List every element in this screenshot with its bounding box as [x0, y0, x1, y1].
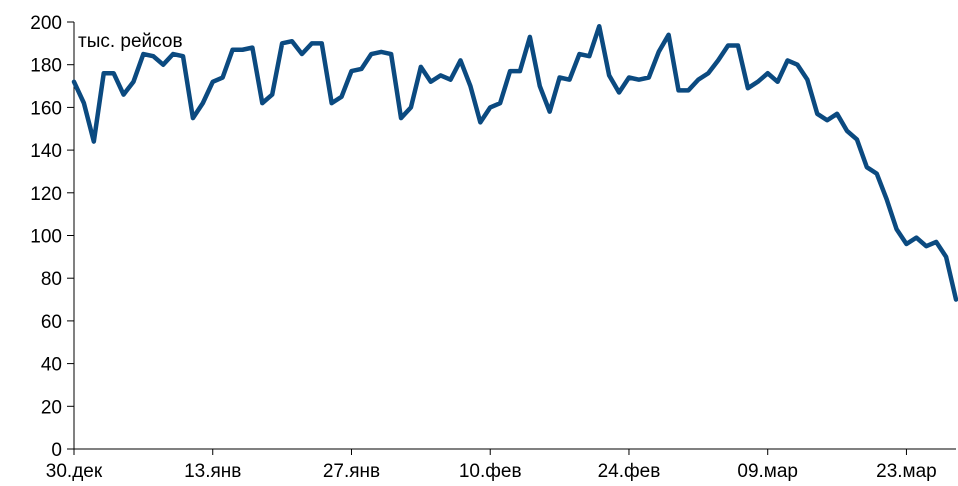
y-tick-label: 40 [41, 355, 62, 376]
x-tick-label: 10.фев [459, 461, 522, 482]
x-tick-label: 30.дек [46, 461, 103, 482]
y-tick-label: 100 [30, 227, 62, 248]
y-tick-label: 180 [30, 56, 62, 77]
y-unit-label: тыс. рейсов [78, 31, 183, 52]
y-tick-label: 60 [41, 312, 62, 333]
series-layer [71, 24, 958, 302]
x-axis: 30.дек 13.янв 27.янв 10.фев 24.фев 09.мар 23.м… [46, 448, 956, 482]
x-tick-label: 23.мар [876, 461, 937, 482]
y-axis: 0 20 40 60 80 100 120 140 160 180 200 [30, 13, 75, 461]
y-tick-label: 0 [51, 440, 62, 461]
x-tick-label: 13.янв [184, 461, 241, 482]
series-line [71, 24, 958, 302]
y-tick-label: 140 [30, 141, 62, 162]
y-tick-label: 200 [30, 13, 62, 34]
y-tick-label: 160 [30, 98, 62, 119]
y-tick-label: 80 [41, 269, 62, 290]
y-tick-label: 20 [41, 397, 62, 418]
x-tick-label: 09.мар [737, 461, 798, 482]
y-tick-label: 120 [30, 184, 62, 205]
x-tick-label: 24.фев [598, 461, 661, 482]
x-tick-label: 27.янв [323, 461, 380, 482]
